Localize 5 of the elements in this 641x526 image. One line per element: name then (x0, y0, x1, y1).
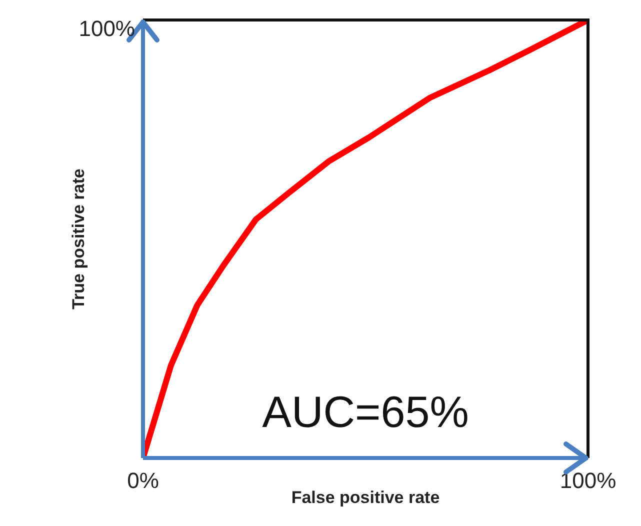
x-tick-label: 0% (127, 468, 159, 493)
x-axis-title: False positive rate (291, 488, 440, 507)
text: 100% (78, 16, 135, 42)
y-axis-title: True positive rate (69, 168, 88, 310)
annotation: AUC=65% (261, 388, 470, 438)
